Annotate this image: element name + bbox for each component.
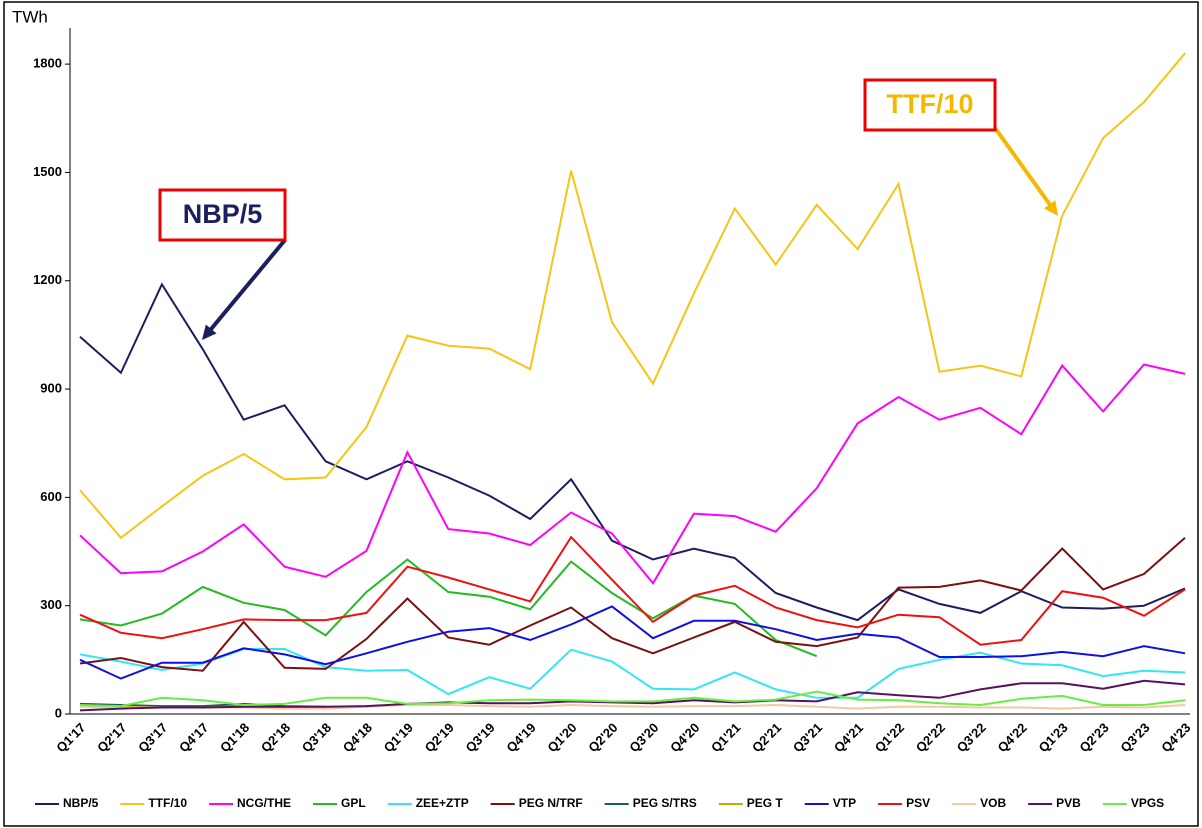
y-axis-label: TWh <box>12 7 48 26</box>
x-tick-label: Q2'21 <box>749 720 784 755</box>
series-line <box>79 535 1186 646</box>
x-tick-label: Q1'22 <box>872 720 907 755</box>
annotation-text: TTF/10 <box>886 89 973 119</box>
legend-label: PVB <box>1056 796 1081 810</box>
legend-label: PEG N/TRF <box>519 796 583 810</box>
x-tick-label: Q2'20 <box>585 720 620 755</box>
annotation-text: NBP/5 <box>183 199 263 229</box>
x-tick-label: Q4'23 <box>1158 720 1193 755</box>
legend-label: VTP <box>833 796 856 810</box>
x-tick-label: Q1'20 <box>544 720 579 755</box>
x-tick-label: Q2'18 <box>258 720 293 755</box>
legend-label: PEG T <box>747 796 784 810</box>
series-line <box>79 363 1186 586</box>
legend-label: TTF/10 <box>148 796 187 810</box>
x-tick-label: Q3'18 <box>299 720 334 755</box>
annotation-arrowhead <box>202 324 217 340</box>
x-tick-label: Q2'19 <box>422 720 457 755</box>
series-line <box>79 679 1186 712</box>
series-line <box>79 558 818 658</box>
series-line <box>79 282 1186 622</box>
frame <box>3 1 1199 827</box>
legend-label: VPGS <box>1131 796 1164 810</box>
x-tick-label: Q4'19 <box>503 720 538 755</box>
y-tick-label: 1200 <box>33 272 62 287</box>
x-tick-label: Q3'21 <box>790 720 825 755</box>
x-tick-label: Q2'17 <box>94 720 129 755</box>
y-tick-label: 300 <box>40 597 62 612</box>
y-tick-label: 1500 <box>33 164 62 179</box>
legend-label: VOB <box>980 796 1006 810</box>
annotation-arrow <box>206 238 287 334</box>
x-tick-label: Q3'23 <box>1117 720 1152 755</box>
series-line <box>79 648 1186 699</box>
x-tick-label: Q4'20 <box>667 720 702 755</box>
x-tick-label: Q4'17 <box>176 720 211 755</box>
legend-label: NCG/THE <box>237 796 291 810</box>
y-tick-label: 900 <box>40 380 62 395</box>
annotation-box <box>158 188 287 242</box>
x-tick-label: Q3'19 <box>463 720 498 755</box>
x-tick-label: Q4'18 <box>340 720 375 755</box>
legend-label: ZEE+ZTP <box>416 796 469 810</box>
y-tick-label: 600 <box>40 489 62 504</box>
legend-label: NBP/5 <box>63 796 99 810</box>
x-tick-label: Q1'21 <box>708 720 743 755</box>
annotation-box <box>863 78 997 132</box>
x-tick-label: Q1'19 <box>381 720 416 755</box>
x-tick-label: Q2'23 <box>1076 720 1111 755</box>
annotation-arrow <box>993 126 1054 210</box>
x-tick-label: Q4'22 <box>995 720 1030 755</box>
series-line <box>79 52 1186 540</box>
x-tick-label: Q1'17 <box>53 720 88 755</box>
series-line <box>79 690 1186 708</box>
annotation-arrowhead <box>1043 200 1058 216</box>
series-line <box>79 537 1186 672</box>
x-tick-label: Q1'23 <box>1035 720 1070 755</box>
x-tick-label: Q2'22 <box>913 720 948 755</box>
x-tick-label: Q3'17 <box>135 720 170 755</box>
x-tick-label: Q1'18 <box>217 720 252 755</box>
legend-label: PEG S/TRS <box>633 796 697 810</box>
y-tick-label: 0 <box>55 705 62 720</box>
series-line <box>79 605 1186 680</box>
legend-label: PSV <box>906 796 930 810</box>
series-line <box>79 703 1186 710</box>
legend-label: GPL <box>341 796 366 810</box>
y-tick-label: 1800 <box>33 56 62 71</box>
x-tick-label: Q3'22 <box>954 720 989 755</box>
x-tick-label: Q4'21 <box>831 720 866 755</box>
x-tick-label: Q3'20 <box>626 720 661 755</box>
